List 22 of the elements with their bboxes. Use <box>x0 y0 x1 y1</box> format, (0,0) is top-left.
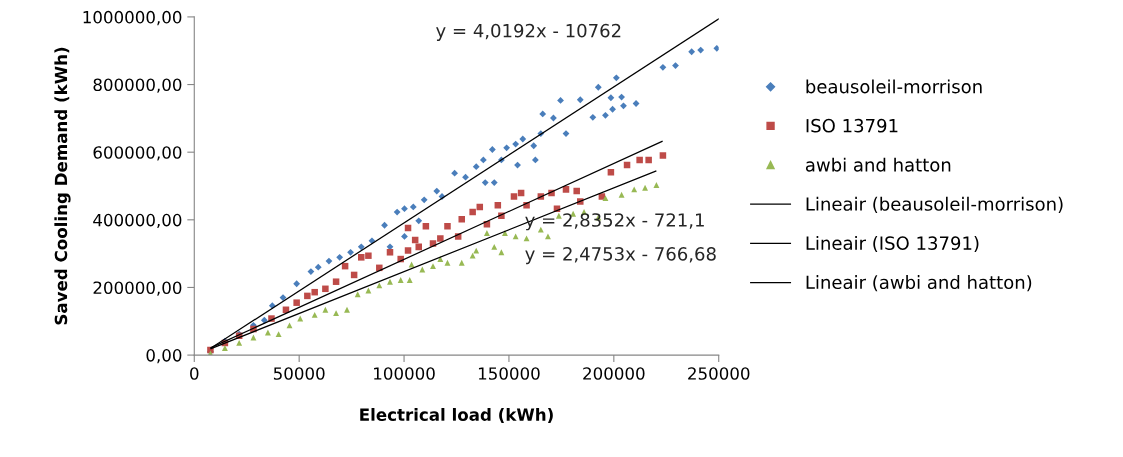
y-tick-label: 400000,00 <box>93 213 182 229</box>
annotation: y = 2,4753x - 766,68 <box>525 247 716 265</box>
y-axis-title: Saved Cooling Demand (kWh) <box>54 47 71 325</box>
y-tick-label: 1000000,00 <box>83 10 182 26</box>
legend-label: ISO 13791 <box>806 118 898 133</box>
x-tick-label: 100000 <box>374 367 435 380</box>
y-tick-label: 800000,00 <box>93 78 182 93</box>
y-tick-label: 200000,00 <box>93 281 182 296</box>
legend-label: Lineair (ISO 13791) <box>806 235 979 253</box>
x-tick-label: 50000 <box>273 367 325 380</box>
legend-label: beausoleil-morrison <box>806 79 982 94</box>
x-tick-label: 0 <box>190 367 199 380</box>
x-tick-label: 200000 <box>583 367 645 380</box>
y-tick-label: 0,00 <box>146 349 182 364</box>
legend-label: awbi and hatton <box>805 157 951 172</box>
x-tick-label: 150000 <box>478 367 540 380</box>
y-tick-label: 600000,00 <box>93 146 182 161</box>
legend-label: Lineair (awbi and hatton) <box>806 275 1032 292</box>
x-axis-title: Electrical load (kWh) <box>360 408 553 423</box>
x-tick-label: 250000 <box>688 367 750 380</box>
legend-label: Lineair (beausoleil-morrison) <box>806 196 1063 213</box>
annotation: y = 4,0192x - 10762 <box>436 23 621 41</box>
